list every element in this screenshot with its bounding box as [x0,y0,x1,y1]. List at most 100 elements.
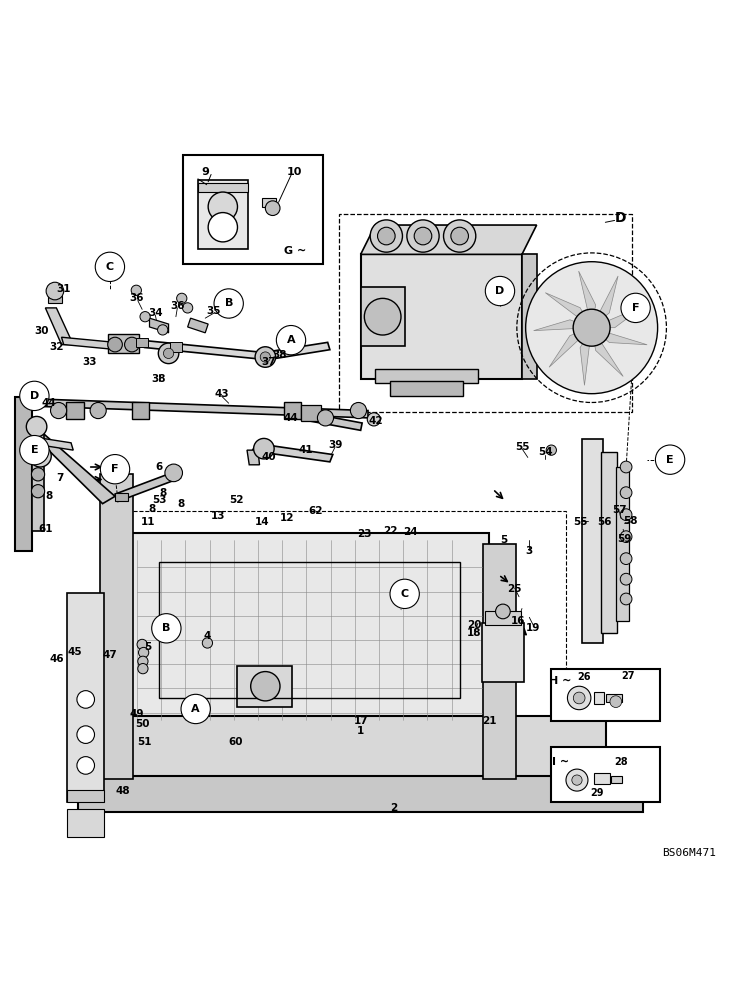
Polygon shape [592,305,645,328]
Polygon shape [578,271,595,328]
Text: 2: 2 [390,803,397,813]
Text: 44: 44 [283,413,298,423]
Bar [198,180,248,249]
Polygon shape [38,438,74,450]
Circle shape [32,468,45,481]
Text: 19: 19 [526,623,540,633]
Circle shape [566,769,588,791]
Text: D: D [29,391,39,401]
Circle shape [177,293,187,303]
Circle shape [138,647,149,658]
Text: 16: 16 [511,616,526,626]
Circle shape [572,775,582,785]
Text: 59: 59 [618,534,631,544]
Polygon shape [141,340,262,359]
Bar [481,623,524,682]
Circle shape [77,726,94,743]
Polygon shape [592,328,647,345]
Bar [300,405,321,421]
Bar [170,342,182,352]
Bar [130,533,489,727]
Circle shape [621,293,651,323]
Text: 10: 10 [287,167,302,177]
Text: D: D [495,286,505,296]
Circle shape [208,192,238,221]
Text: C: C [400,589,408,599]
Text: 42: 42 [368,416,383,426]
Bar [66,402,83,419]
Text: F: F [111,464,118,474]
Text: 37: 37 [262,357,276,367]
Bar [361,287,405,346]
Circle shape [131,285,141,295]
Circle shape [254,438,274,459]
Circle shape [152,614,181,643]
Bar [198,183,248,192]
Circle shape [202,638,213,648]
Bar [582,439,603,643]
Circle shape [124,337,139,352]
Text: 55: 55 [573,517,588,527]
Circle shape [620,593,632,605]
Text: 18: 18 [467,628,481,638]
Bar [68,809,104,837]
Bar [283,402,301,419]
Bar [390,381,464,396]
Polygon shape [46,308,74,345]
Circle shape [214,289,244,318]
Text: 26: 26 [578,672,591,682]
Circle shape [26,416,47,437]
Circle shape [620,573,632,585]
Circle shape [407,220,439,252]
Bar [136,338,148,347]
Circle shape [95,252,124,281]
Bar [551,747,659,802]
Text: 9: 9 [201,167,209,177]
Text: E: E [666,455,674,465]
Text: 50: 50 [135,719,150,729]
Circle shape [620,531,632,543]
Circle shape [276,325,305,355]
Circle shape [573,692,585,704]
Bar [601,452,618,633]
Text: 5: 5 [144,642,152,652]
Circle shape [266,201,280,216]
Text: 1: 1 [357,726,364,736]
Circle shape [620,487,632,499]
Text: 36: 36 [170,301,185,311]
Text: 38: 38 [152,374,166,384]
Circle shape [620,509,632,521]
Bar [100,716,606,779]
Bar [107,334,138,353]
Bar [78,776,643,812]
Bar [68,593,104,802]
Text: 8: 8 [159,488,166,498]
Circle shape [183,303,193,313]
Text: H ~: H ~ [549,676,571,686]
Circle shape [414,227,432,245]
Circle shape [77,691,94,708]
Circle shape [656,445,684,474]
Text: 25: 25 [507,584,522,594]
Text: 3: 3 [526,546,533,556]
Bar [15,397,32,551]
Circle shape [140,312,150,322]
Text: 35: 35 [207,306,222,316]
Text: 46: 46 [49,654,64,664]
Text: 33: 33 [82,357,96,367]
Circle shape [485,276,514,306]
Circle shape [32,485,45,498]
Bar [111,511,566,746]
Circle shape [370,220,403,252]
Text: 58: 58 [623,516,637,526]
Text: 53: 53 [152,495,166,505]
Bar [606,694,622,702]
Text: 23: 23 [357,529,372,539]
Polygon shape [115,471,180,501]
Circle shape [90,402,106,419]
Bar [485,611,520,625]
Circle shape [620,461,632,473]
Circle shape [451,227,468,245]
Circle shape [208,213,238,242]
Text: 38: 38 [273,350,287,360]
